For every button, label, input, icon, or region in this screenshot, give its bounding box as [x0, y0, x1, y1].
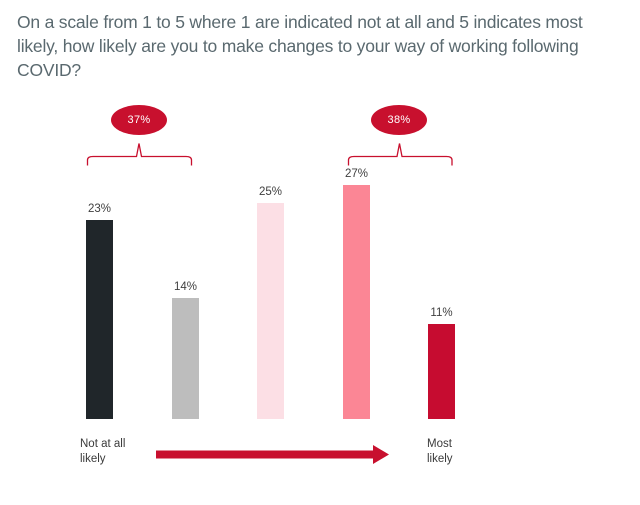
- group-bracket-right-icon: [347, 143, 453, 166]
- bar-value-label: 11%: [430, 307, 453, 319]
- bar-value-label: 25%: [258, 186, 283, 198]
- bar-value-label: 23%: [87, 203, 112, 215]
- bar-value-label: 27%: [344, 168, 369, 180]
- axis-label-line: likely: [80, 453, 106, 465]
- axis-label-not-at-all: Not at all likely: [80, 437, 125, 467]
- axis-direction-arrow-icon: [156, 445, 389, 464]
- axis-label-line: Most: [427, 438, 452, 450]
- group-bracket-left-icon: [86, 143, 193, 166]
- axis-label-line: Not at all: [80, 438, 126, 450]
- chart-title: On a scale from 1 to 5 where 1 are indic…: [17, 12, 583, 80]
- group-badge-left: 37%: [111, 105, 167, 135]
- bar-scale-1: [86, 220, 113, 419]
- bar-scale-5: [428, 324, 455, 419]
- bar-scale-2: [172, 298, 199, 419]
- bar-scale-3: [257, 203, 284, 419]
- group-badge-right: 38%: [371, 105, 427, 135]
- axis-label-line: likely: [427, 453, 453, 465]
- bar-value-label: 14%: [173, 281, 198, 293]
- axis-label-most-likely: Most likely: [427, 437, 453, 467]
- bar-scale-4: [343, 185, 370, 419]
